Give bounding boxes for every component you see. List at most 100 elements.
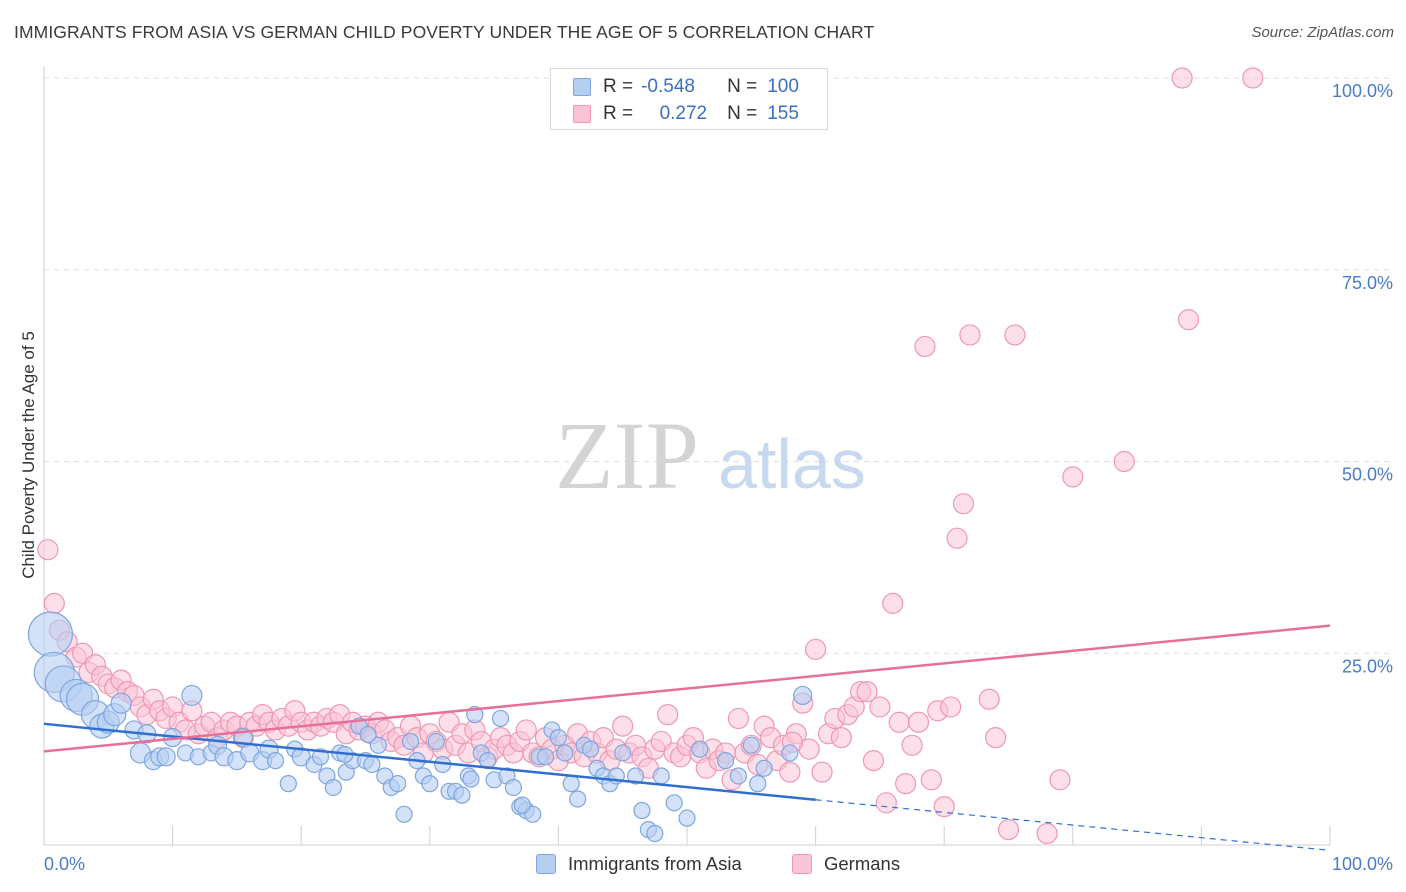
germans-point — [1062, 466, 1084, 488]
germans-point — [727, 707, 750, 730]
germans-point — [804, 638, 827, 661]
y-axis-label: Child Poverty Under the Age of 5 — [19, 331, 38, 579]
n-label: N = — [727, 103, 758, 124]
immigrants-asia-point — [742, 736, 760, 754]
germans-point — [612, 715, 634, 737]
germans-point — [779, 761, 801, 783]
germans-point — [882, 592, 904, 614]
germans-point — [997, 819, 1020, 841]
germans-point — [901, 734, 923, 756]
immigrants-asia-point — [181, 684, 203, 707]
immigrants-asia-point — [421, 775, 439, 793]
immigrants-asia-point — [462, 770, 480, 788]
immigrants-asia-point — [363, 755, 381, 774]
immigrants-asia-point — [324, 778, 342, 797]
immigrants-asia-point — [556, 744, 574, 762]
germans-point — [920, 769, 942, 791]
legend-swatch-blue — [536, 854, 556, 874]
germans-point — [1036, 822, 1058, 845]
germans-point — [856, 680, 878, 703]
n-value: 100 — [767, 76, 799, 97]
tick-labels: 25.0% 50.0% 75.0% 100.0% 0.0% 100.0% — [44, 81, 1393, 874]
immigrants-asia-point — [401, 732, 420, 751]
immigrants-asia-point — [513, 796, 531, 814]
immigrants-asia-point — [359, 725, 377, 744]
germans-point — [914, 335, 936, 358]
legend-item-germans: Germans — [792, 853, 900, 875]
immigrants-asia-points — [27, 611, 813, 843]
y-tick-label-0: 25.0% — [1342, 656, 1393, 676]
immigrants-asia-point — [562, 775, 580, 793]
germans-point — [1049, 769, 1071, 791]
germans-point — [959, 324, 981, 346]
immigrants-asia-point — [749, 775, 767, 793]
immigrants-asia-point — [549, 729, 568, 747]
legend-label-germans: Germans — [824, 853, 901, 874]
y-tick-label-1: 50.0% — [1342, 465, 1393, 485]
germans-point — [43, 592, 65, 614]
chart-title: IMMIGRANTS FROM ASIA VS GERMAN CHILD POV… — [14, 22, 875, 42]
germans-point — [869, 696, 891, 718]
r-label: R = — [603, 103, 634, 124]
germans-point — [1242, 67, 1264, 89]
germans-trend-line — [43, 624, 1331, 753]
germans-point — [940, 696, 962, 718]
immigrants-asia-point — [427, 732, 445, 751]
germans-point — [985, 727, 1007, 749]
germans-point — [37, 539, 59, 561]
immigrants-asia-point — [27, 611, 74, 657]
immigrants-asia-point — [581, 740, 600, 758]
immigrants-asia-point — [633, 801, 651, 820]
germans-point — [888, 711, 910, 733]
germans-point — [978, 688, 1000, 710]
immigrants-asia-point — [110, 692, 132, 714]
immigrants-asia-point — [395, 805, 413, 823]
stats-row-immigrants: R = -0.548 N = 100 — [573, 75, 799, 99]
immigrants-asia-point — [646, 824, 664, 843]
germans-point — [515, 719, 537, 741]
immigrants-asia-point — [665, 794, 683, 812]
germans-point — [1177, 309, 1200, 331]
germans-point — [657, 704, 679, 726]
immigrants-asia-point — [678, 809, 696, 827]
germans-point — [907, 711, 930, 733]
x-tick-label-1: 100.0% — [1332, 854, 1393, 874]
chart-legend: Immigrants from Asia Germans — [0, 850, 1406, 880]
germans-point — [895, 773, 917, 795]
legend-label-immigrants: Immigrants from Asia — [568, 853, 742, 874]
immigrants-asia-point — [781, 744, 799, 762]
legend-item-immigrants: Immigrants from Asia — [536, 853, 742, 875]
immigrants-asia-point — [626, 767, 645, 785]
axes — [43, 66, 1331, 846]
n-label: N = — [727, 76, 758, 97]
immigrants-asia-point — [279, 775, 297, 793]
immigrants-asia-point — [389, 775, 407, 793]
immigrants-asia-point — [652, 767, 670, 785]
immigrants-asia-point — [793, 685, 813, 706]
r-value: 0.272 — [659, 103, 708, 124]
germans-point — [952, 493, 975, 515]
germans-point — [862, 750, 885, 772]
immigrants-asia-point — [156, 747, 176, 767]
immigrants-asia-point — [614, 744, 632, 762]
r-label: R = — [603, 76, 634, 97]
watermark-zip: ZIP — [555, 402, 699, 509]
chart-source: Source: ZipAtlas.com — [1251, 24, 1394, 41]
y-tick-label-3: 100.0% — [1332, 81, 1393, 101]
immigrants-asia-point — [491, 709, 510, 728]
germans-point — [830, 727, 852, 749]
germans-point — [1171, 67, 1193, 89]
germans-point — [811, 761, 833, 783]
immigrants-trend-line — [43, 722, 816, 801]
immigrants-asia-point — [369, 736, 387, 754]
blue-swatch — [573, 78, 591, 96]
immigrants-asia-point — [504, 778, 522, 797]
stats-row-germans: R = 0.272 N = 155 — [573, 102, 799, 126]
grid-lines — [44, 77, 1392, 654]
y-tick-label-2: 75.0% — [1342, 273, 1393, 293]
immigrants-asia-point — [311, 748, 330, 766]
immigrants-asia-point — [716, 752, 735, 770]
immigrants-asia-point — [536, 748, 555, 766]
watermark-atlas: atlas — [718, 425, 866, 503]
